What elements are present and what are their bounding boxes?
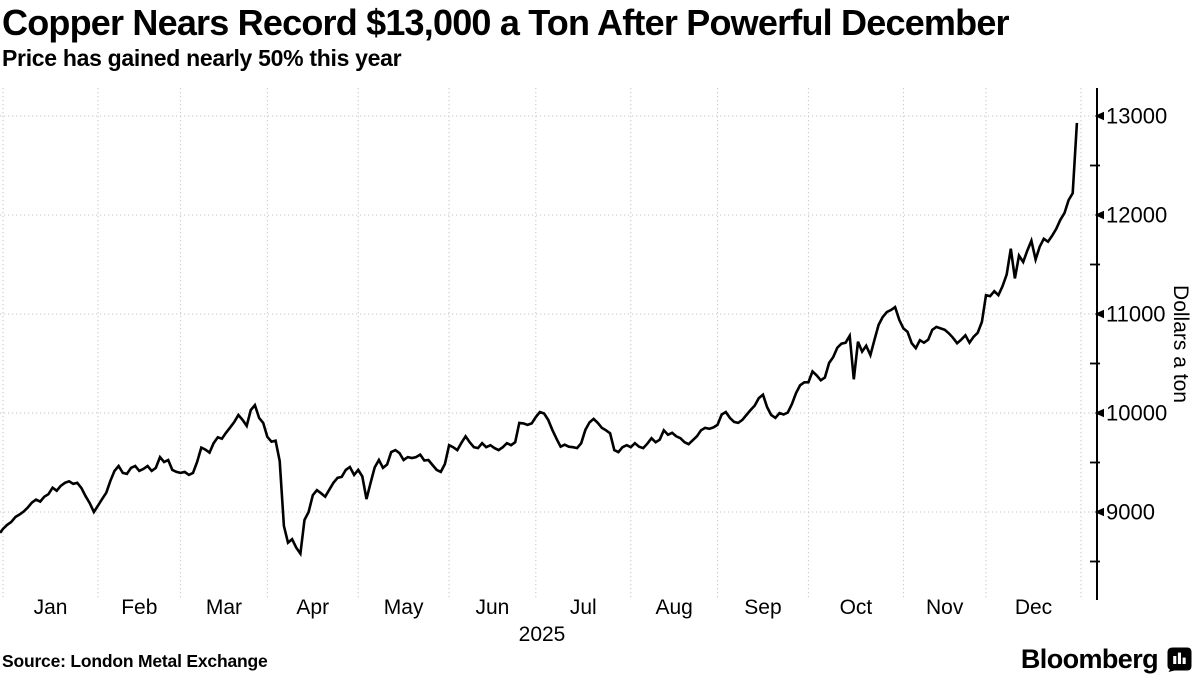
y-axis-title: Dollars a ton xyxy=(1169,285,1192,403)
y-minor-tick xyxy=(1090,164,1100,167)
y-minor-tick xyxy=(1090,461,1100,464)
y-tick-arrow xyxy=(1094,408,1104,418)
y-minor-tick xyxy=(1090,560,1100,563)
y-tick-arrow xyxy=(1094,507,1104,517)
y-tick-arrow xyxy=(1094,111,1104,121)
chart-subtitle: Price has gained nearly 50% this year xyxy=(2,45,402,71)
y-tick-label: 9000 xyxy=(1106,500,1155,525)
y-tick-arrow xyxy=(1094,309,1104,319)
x-tick-label-aug: Aug xyxy=(655,596,692,619)
y-tick-label: 13000 xyxy=(1106,104,1167,129)
x-tick-label-may: May xyxy=(384,596,424,619)
bloomberg-wordmark: Bloomberg xyxy=(1020,644,1159,674)
x-tick-label-oct: Oct xyxy=(840,596,873,619)
y-tick-label: 12000 xyxy=(1106,203,1167,228)
y-minor-tick xyxy=(1090,263,1100,266)
x-tick-label-apr: Apr xyxy=(296,596,329,619)
x-tick-label-sep: Sep xyxy=(744,596,781,619)
y-tick-arrow xyxy=(1094,210,1104,220)
price-line-series xyxy=(0,122,1079,558)
y-tick-label: 10000 xyxy=(1106,401,1167,426)
x-tick-label-nov: Nov xyxy=(926,596,964,619)
bloomberg-terminal-icon xyxy=(1167,647,1192,672)
y-minor-tick xyxy=(1090,362,1100,365)
bloomberg-logo: Bloomberg xyxy=(1021,644,1192,675)
chart-title: Copper Nears Record $13,000 a Ton After … xyxy=(2,2,1010,43)
source-note: Source: London Metal Exchange xyxy=(2,651,268,671)
x-tick-label-feb: Feb xyxy=(121,596,157,619)
x-axis-year-label: 2025 xyxy=(519,623,566,646)
x-tick-label-mar: Mar xyxy=(206,596,242,619)
x-tick-label-dec: Dec xyxy=(1015,596,1052,619)
x-tick-label-jun: Jun xyxy=(476,596,510,619)
y-tick-label: 11000 xyxy=(1106,302,1166,327)
x-tick-label-jan: Jan xyxy=(34,596,68,619)
x-tick-label-jul: Jul xyxy=(570,596,597,619)
